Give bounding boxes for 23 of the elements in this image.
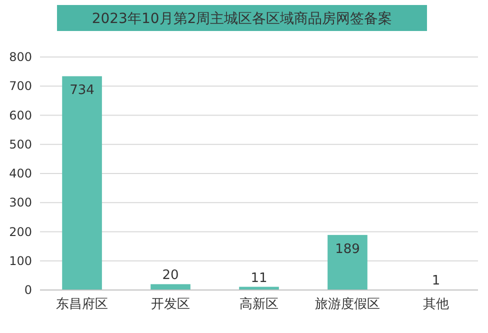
bar (328, 234, 368, 290)
y-tick-label: 500 (9, 137, 32, 152)
y-tick-label: 0 (24, 283, 32, 297)
bar (62, 76, 102, 290)
y-tick-label: 300 (9, 196, 32, 210)
data-label: 20 (162, 268, 179, 284)
x-tick-label: 开发区 (151, 297, 190, 312)
y-tick-label: 400 (9, 166, 32, 180)
chart-title: 2023年10月第2周主城区各区域商品房网签备案 (92, 10, 392, 27)
y-tick-label: 800 (9, 50, 32, 64)
x-tick-label: 东昌府区 (56, 296, 108, 312)
y-tick-label: 200 (9, 224, 32, 239)
x-tick-label: 其他 (422, 297, 449, 312)
y-tick-label: 600 (9, 108, 32, 122)
y-tick-label: 700 (9, 79, 32, 94)
data-label: 1 (432, 274, 440, 289)
data-label: 189 (335, 242, 360, 257)
data-label: 734 (70, 83, 94, 98)
data-label: 11 (250, 270, 268, 286)
y-tick-label: 100 (9, 254, 32, 268)
bar (150, 284, 190, 290)
x-tick-label: 高新区 (240, 296, 278, 312)
x-tick-label: 旅游度假区 (314, 296, 380, 312)
